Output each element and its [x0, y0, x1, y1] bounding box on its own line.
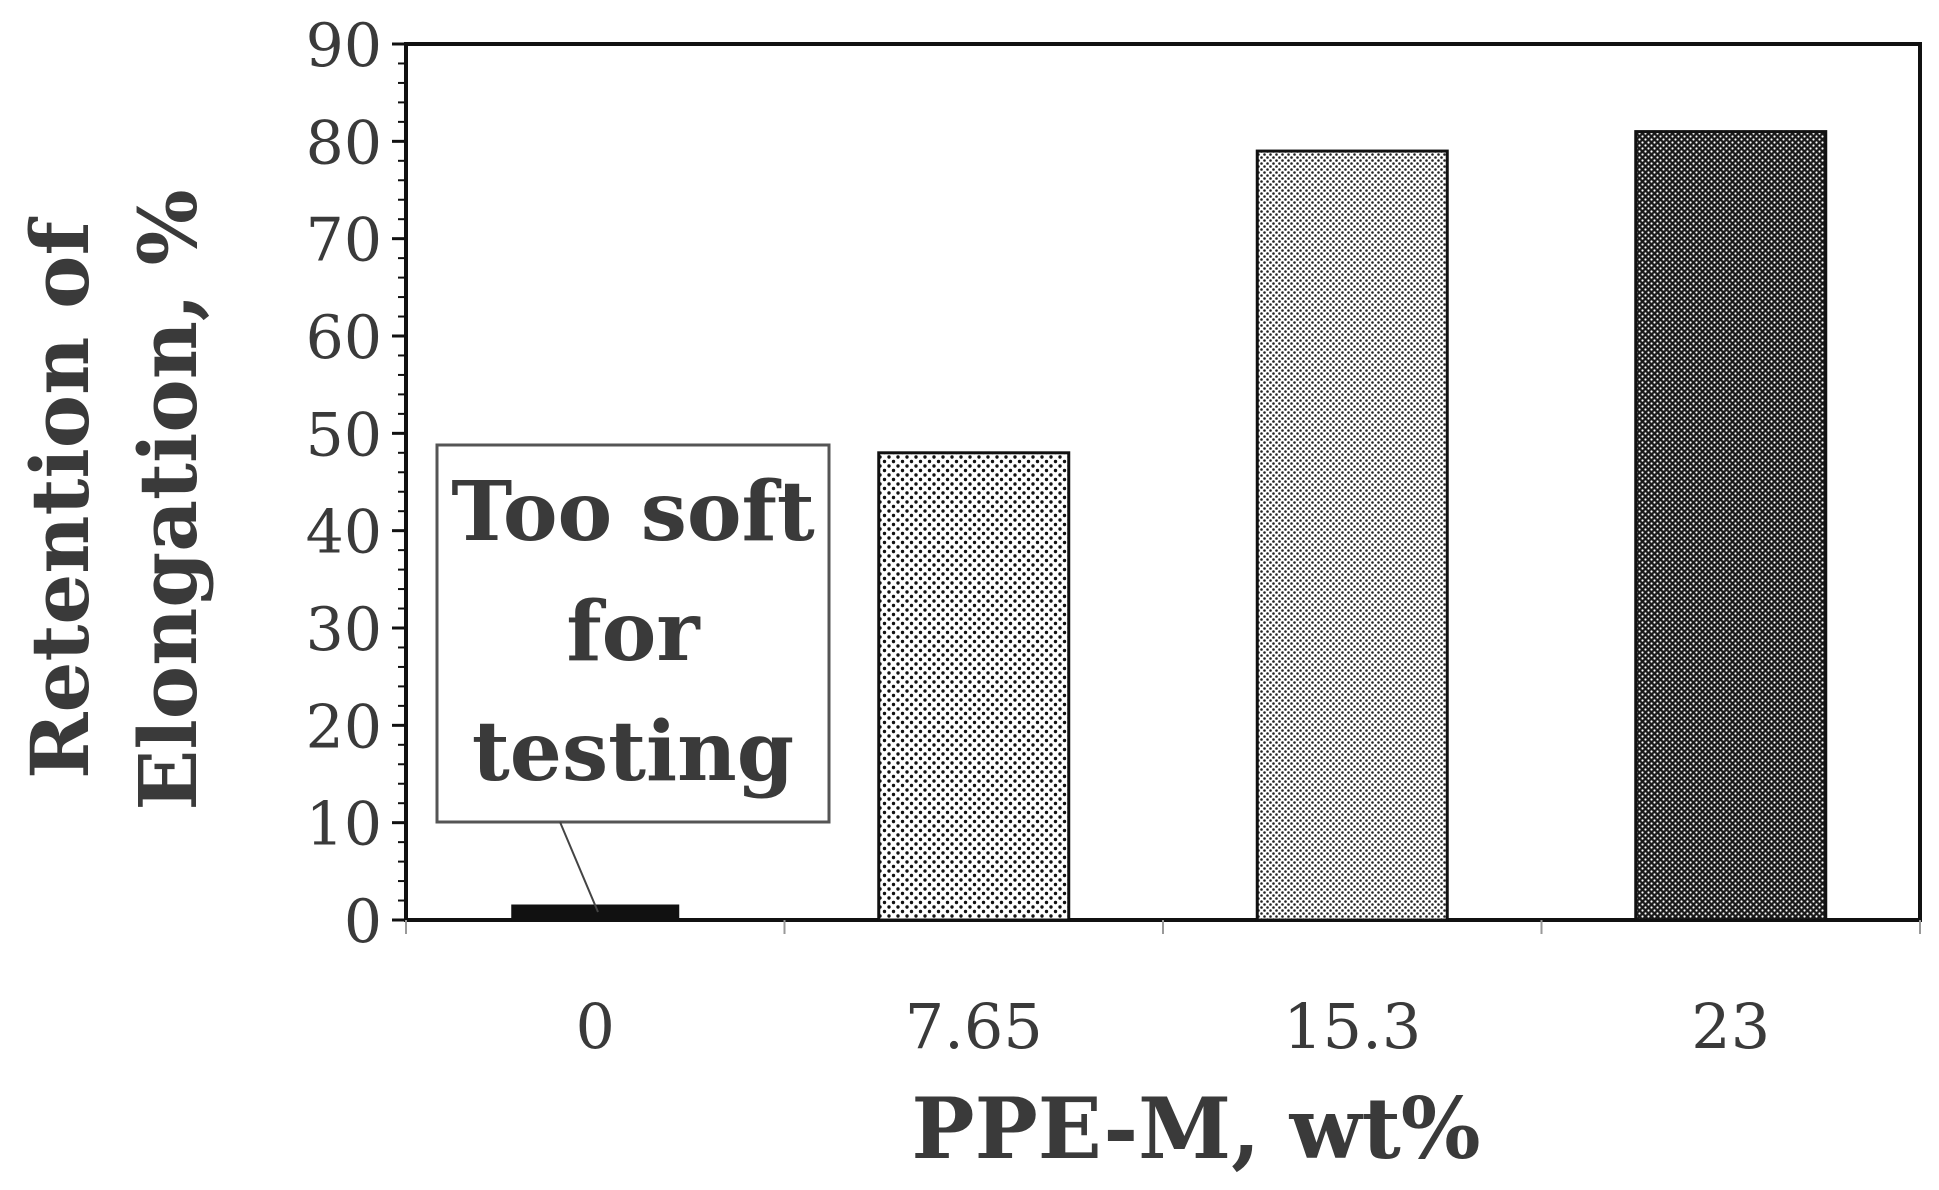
y-axis-title-line-1: Retention of — [13, 216, 107, 778]
x-tick-label: 7.65 — [905, 990, 1043, 1063]
y-axis — [392, 42, 406, 922]
x-axis-title: PPE-M, wt% — [911, 1079, 1480, 1178]
y-tick-label: 30 — [306, 595, 382, 665]
bar-15.3 — [1255, 149, 1449, 922]
y-tick-label: 0 — [344, 887, 382, 957]
x-axis — [405, 918, 1921, 934]
y-tick-label: 70 — [306, 206, 382, 276]
bar-7.65 — [877, 451, 1071, 922]
bar-0 — [511, 904, 680, 922]
y-axis-title-line-2: Elongation, % — [121, 189, 215, 810]
y-tick-label: 90 — [306, 11, 382, 81]
y-tick-label: 40 — [306, 498, 382, 568]
y-tick-label: 10 — [306, 790, 382, 860]
y-tick-label: 80 — [306, 108, 382, 178]
annotation-box — [435, 443, 831, 824]
bar-23 — [1634, 130, 1828, 922]
y-tick-label: 60 — [306, 303, 382, 373]
annotation-line-1: Too soft — [451, 464, 815, 560]
y-tick-label: 50 — [306, 400, 382, 470]
annotation-line-2: for — [566, 584, 701, 680]
annotation-line-3: testing — [472, 704, 794, 800]
x-tick-label: 15.3 — [1283, 990, 1421, 1063]
bars-group — [511, 130, 1828, 922]
y-tick-label: 20 — [306, 692, 382, 762]
annotation-leader-line — [559, 821, 599, 913]
annotation: Too soft for testing — [435, 443, 831, 913]
x-tick-label: 23 — [1691, 990, 1770, 1063]
x-tick-label: 0 — [576, 990, 615, 1063]
y-tick-labels: 0 10 20 30 40 50 60 70 80 90 — [306, 11, 382, 957]
x-tick-labels: 0 7.65 15.3 23 — [576, 990, 1771, 1063]
